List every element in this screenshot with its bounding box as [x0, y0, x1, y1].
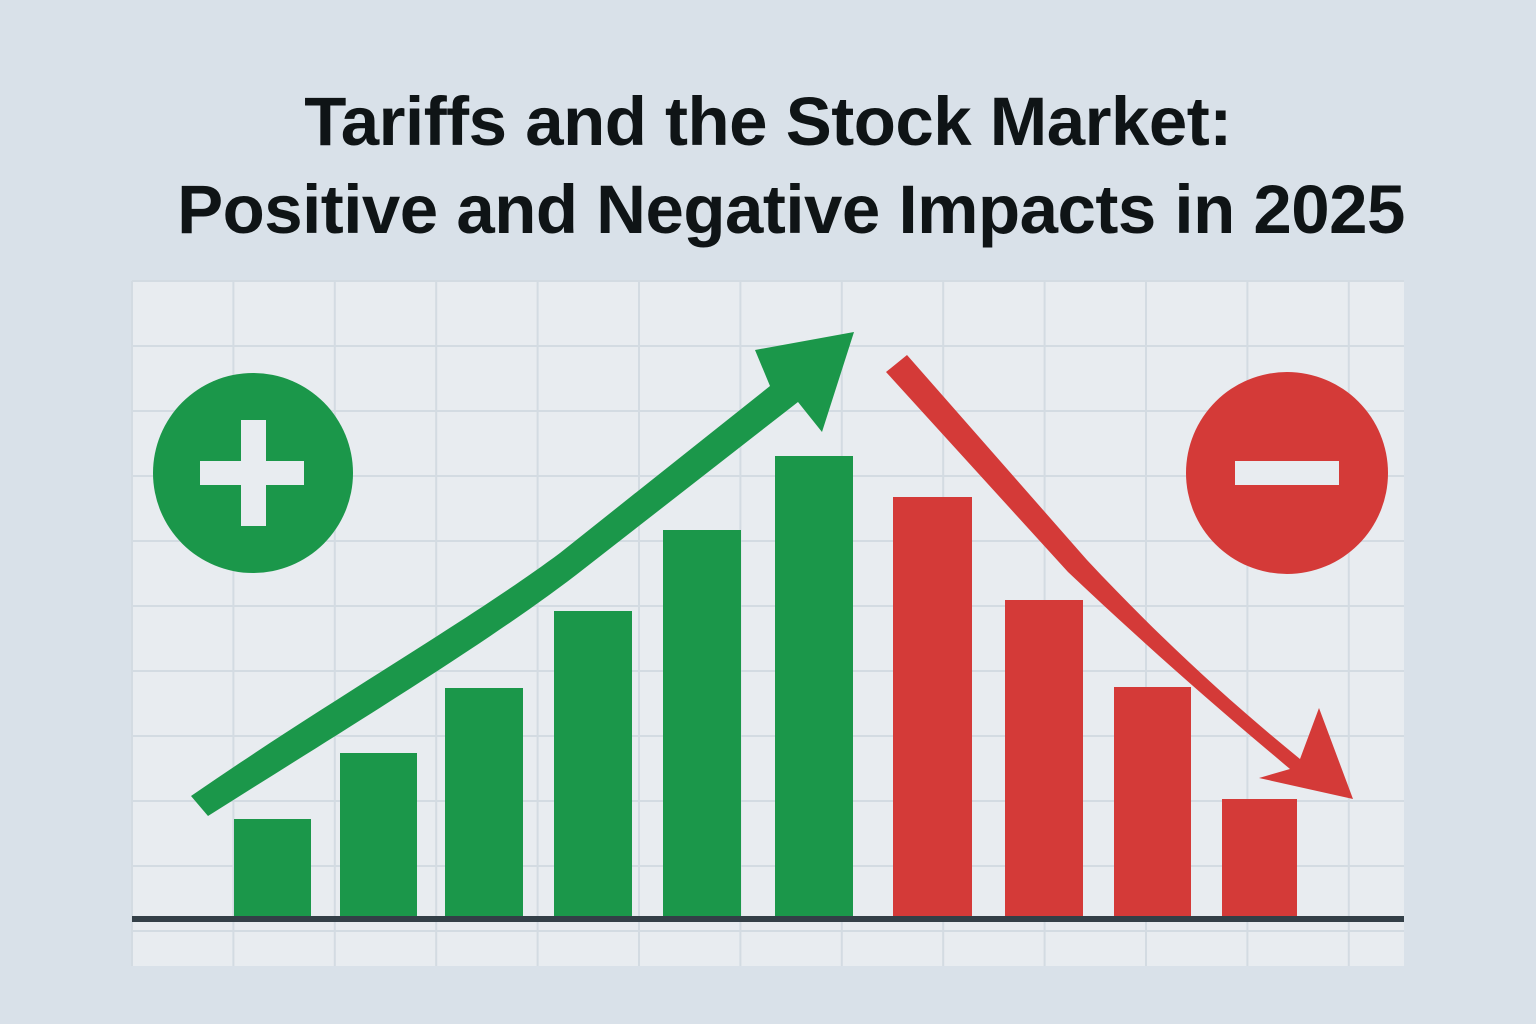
- title-line-2: Positive and Negative Impacts in 2025: [177, 171, 1405, 248]
- positive-bar: [445, 688, 523, 918]
- positive-bar: [340, 753, 417, 918]
- bars: [234, 456, 1297, 918]
- positive-bar: [775, 456, 853, 918]
- chart-title: Tariffs and the Stock Market: Positive a…: [0, 78, 1536, 254]
- x-axis-baseline: [132, 916, 1404, 922]
- minus-circle-icon: [1186, 372, 1388, 574]
- negative-bar: [1222, 799, 1297, 918]
- positive-bar: [663, 530, 741, 918]
- negative-bar: [1114, 687, 1191, 918]
- trend-down-arrow-icon: [886, 355, 1353, 799]
- title-line-1: Tariffs and the Stock Market:: [304, 83, 1232, 160]
- trend-up-arrow-icon: [191, 332, 854, 816]
- negative-bar: [893, 497, 972, 918]
- chart-panel: [132, 281, 1404, 966]
- positive-bar: [554, 611, 632, 918]
- plus-circle-icon: [153, 373, 353, 573]
- positive-bar: [234, 819, 311, 918]
- negative-bar: [1005, 600, 1083, 918]
